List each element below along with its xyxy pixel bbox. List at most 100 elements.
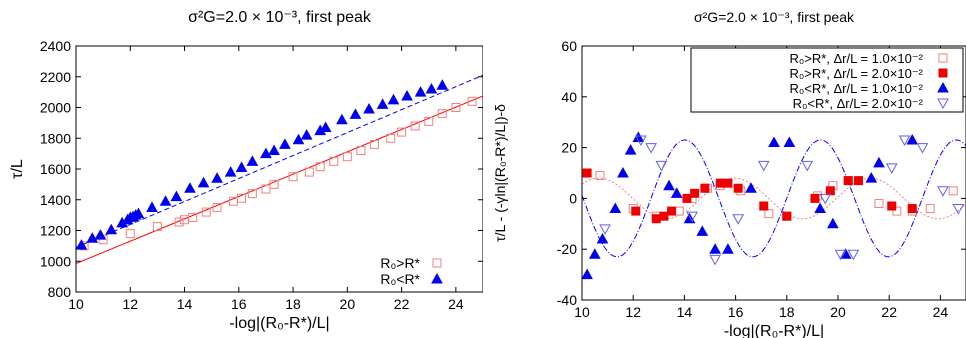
y-tick-label: 40 bbox=[561, 89, 577, 105]
legend-marker bbox=[938, 68, 948, 78]
fit-curve bbox=[582, 139, 966, 258]
data-point bbox=[260, 147, 272, 159]
y-tick-label: -20 bbox=[557, 241, 577, 257]
x-tick-label: 10 bbox=[68, 296, 84, 312]
legend-label: R₀<R* bbox=[380, 271, 420, 287]
x-axis-label: -log|(R₀-R*)/L| bbox=[724, 323, 824, 338]
data-point bbox=[363, 103, 375, 114]
data-point bbox=[86, 232, 99, 243]
x-tick-label: 24 bbox=[448, 296, 464, 312]
y-tick-label: 2200 bbox=[40, 69, 71, 85]
x-tick-label: 14 bbox=[677, 304, 693, 320]
data-point bbox=[467, 96, 477, 106]
fit-lines bbox=[76, 74, 483, 265]
legend-marker bbox=[431, 272, 443, 284]
data-point bbox=[369, 139, 379, 149]
data-point bbox=[759, 201, 769, 211]
data-point bbox=[715, 178, 725, 188]
y-tick-label: 1200 bbox=[40, 223, 71, 239]
chart-title: σ²G=2.0 × 10⁻³, first peak bbox=[188, 9, 372, 26]
data-point bbox=[827, 217, 839, 229]
data-point bbox=[690, 188, 700, 198]
legend-label: R₀<R*, Δr/L = 1.0×10⁻² bbox=[789, 81, 923, 96]
y-tick-label: 800 bbox=[48, 284, 72, 300]
data-point bbox=[757, 160, 770, 172]
y-tick-label: -40 bbox=[557, 292, 577, 308]
data-point bbox=[237, 193, 247, 203]
data-point bbox=[733, 183, 743, 193]
x-tick-label: 14 bbox=[177, 296, 193, 312]
data-point bbox=[288, 172, 298, 182]
data-point bbox=[865, 172, 878, 183]
data-point bbox=[349, 108, 362, 119]
data-point bbox=[269, 179, 279, 189]
y-tick-label: 1400 bbox=[40, 192, 71, 208]
data-point bbox=[224, 166, 237, 177]
legend-label: R₀>R*, Δr/L = 2.0×10⁻² bbox=[789, 66, 923, 81]
data-point bbox=[319, 121, 332, 132]
data-point bbox=[410, 121, 420, 131]
data-point bbox=[397, 127, 407, 137]
data-point bbox=[197, 176, 210, 188]
legend-label: R₀<R*, Δr/L= 2.0×10⁻² bbox=[793, 96, 924, 111]
x-tick-label: 16 bbox=[728, 304, 744, 320]
data-point bbox=[401, 89, 413, 101]
data-point bbox=[329, 156, 339, 166]
fit-line bbox=[76, 74, 483, 248]
fit-curve bbox=[582, 177, 966, 220]
data-point bbox=[105, 223, 118, 235]
data-point bbox=[898, 135, 911, 147]
data-point bbox=[211, 172, 223, 183]
y-axis-label: τ/L - (-γln|(R₀-R*)/L|)-δ bbox=[492, 104, 508, 242]
data-point bbox=[292, 133, 305, 145]
data-point bbox=[387, 93, 400, 105]
x-tick-label: 20 bbox=[830, 304, 846, 320]
data-point bbox=[745, 182, 757, 193]
legend: R₀>R*R₀<R* bbox=[380, 255, 443, 287]
data-point bbox=[76, 239, 88, 250]
data-point bbox=[696, 225, 709, 236]
data-point bbox=[132, 207, 145, 219]
y-axis-label: τ/L bbox=[9, 159, 26, 179]
x-tick-label: 20 bbox=[340, 296, 356, 312]
data-point bbox=[887, 201, 897, 211]
legend-marker bbox=[432, 258, 442, 268]
data-point bbox=[670, 187, 683, 198]
data-point bbox=[659, 211, 669, 221]
data-point bbox=[683, 212, 696, 224]
data-point bbox=[635, 135, 647, 147]
y-tick-label: 20 bbox=[561, 140, 577, 156]
data-point bbox=[201, 207, 211, 217]
data-point bbox=[268, 144, 280, 156]
legend-marker bbox=[937, 81, 949, 93]
right-chart-panel: σ²G=2.0 × 10⁻³, first peak 10 12 14 16 18 20 22… bbox=[483, 0, 966, 338]
data-point bbox=[617, 166, 629, 178]
data-points bbox=[582, 131, 965, 280]
data-point bbox=[814, 202, 826, 214]
data-point bbox=[874, 198, 884, 208]
left-chart: σ²G=2.0 × 10⁻³, first peak 10 12 14 16 18 20 22… bbox=[9, 9, 483, 332]
y-tick-label: 1800 bbox=[40, 130, 71, 146]
data-point bbox=[336, 113, 348, 125]
y-tick-label: 0 bbox=[569, 190, 577, 206]
data-point bbox=[159, 195, 172, 206]
data-point bbox=[651, 214, 661, 224]
data-point bbox=[342, 152, 352, 162]
x-tick-label: 24 bbox=[933, 304, 949, 320]
data-point bbox=[235, 161, 248, 172]
data-point bbox=[424, 116, 434, 126]
data-point bbox=[304, 167, 314, 177]
x-tick-label: 18 bbox=[285, 296, 301, 312]
data-point bbox=[315, 162, 325, 172]
x-tick-label: 22 bbox=[394, 296, 410, 312]
fit-lines bbox=[582, 139, 966, 258]
data-point bbox=[125, 229, 135, 239]
data-point bbox=[300, 129, 313, 140]
data-point bbox=[722, 243, 734, 254]
legend-box bbox=[690, 47, 964, 113]
data-point bbox=[682, 193, 692, 203]
y-tick-label: 1000 bbox=[40, 253, 71, 269]
data-point bbox=[188, 212, 198, 222]
legend-marker bbox=[937, 98, 949, 110]
data-point bbox=[906, 133, 919, 145]
